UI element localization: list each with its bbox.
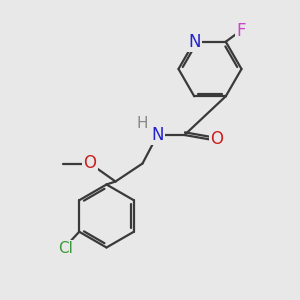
Text: N: N [188,33,200,51]
Text: O: O [83,154,97,172]
Text: O: O [210,130,223,148]
Text: H: H [137,116,148,130]
Text: Cl: Cl [58,241,73,256]
Text: F: F [236,22,245,40]
Text: N: N [151,126,164,144]
